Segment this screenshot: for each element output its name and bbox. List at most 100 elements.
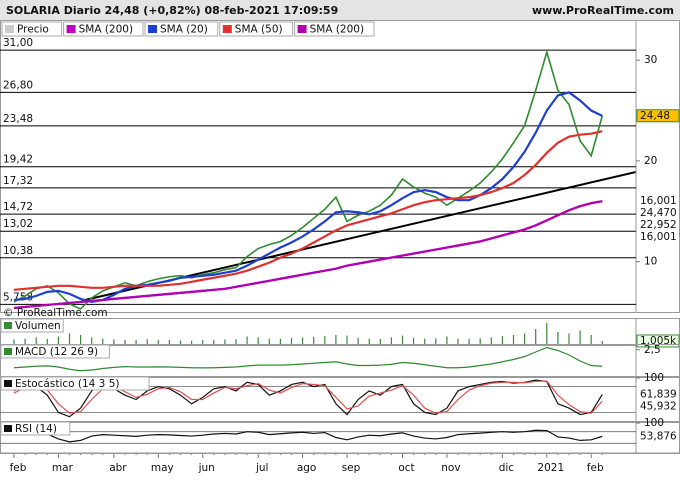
volume-bar bbox=[390, 337, 392, 344]
level-label-bg bbox=[1, 37, 37, 50]
series-line bbox=[13, 346, 603, 372]
last-value-tag bbox=[636, 334, 680, 348]
volume-bar bbox=[468, 338, 470, 344]
volume-bar bbox=[335, 335, 337, 344]
x-tick-label: sep bbox=[342, 462, 361, 474]
volume-bar bbox=[601, 340, 603, 344]
series-line bbox=[13, 200, 603, 310]
last-value-tag bbox=[637, 207, 679, 220]
series-line bbox=[13, 130, 603, 291]
last-value-label: 16,001 bbox=[640, 195, 677, 207]
volume-bar bbox=[179, 340, 182, 344]
volume-bar bbox=[413, 338, 415, 344]
volume-bar bbox=[135, 340, 137, 344]
volume-bar bbox=[224, 339, 226, 344]
level-label: 13,02 bbox=[3, 218, 33, 230]
volume-bar bbox=[490, 337, 492, 344]
level-label-bg bbox=[1, 244, 37, 257]
volume-bar bbox=[457, 338, 459, 344]
x-tick-label: 2021 bbox=[537, 462, 564, 474]
volume-bar bbox=[357, 338, 359, 344]
panel-title: Volumen bbox=[15, 320, 61, 332]
panel-title-swatch bbox=[4, 380, 12, 387]
legend-label: Precio bbox=[17, 24, 49, 36]
header-site: www.ProRealTime.com bbox=[532, 4, 674, 17]
volume-bar bbox=[102, 338, 104, 344]
y-tick-label: 30 bbox=[644, 54, 657, 66]
volume-bar bbox=[568, 333, 570, 344]
level-label-bg bbox=[1, 218, 37, 231]
x-tick-label: feb bbox=[587, 462, 604, 474]
legend-swatch bbox=[222, 25, 232, 33]
volume-bar bbox=[546, 323, 548, 344]
panel-title: MACD (12 26 9) bbox=[15, 346, 98, 358]
volume-bar bbox=[213, 339, 215, 344]
volume-bar bbox=[68, 333, 71, 344]
x-tick-label: oct bbox=[398, 462, 414, 474]
x-tick-label: mar bbox=[52, 462, 74, 474]
volume-bar bbox=[424, 338, 426, 344]
level-label: 19,42 bbox=[3, 154, 33, 166]
y-tick-label: 20 bbox=[644, 155, 657, 167]
last-value-label: 61,839 bbox=[640, 388, 677, 400]
header-bar bbox=[0, 0, 680, 20]
volume-bar bbox=[368, 338, 370, 344]
x-tick-label: ago bbox=[297, 462, 317, 474]
level-label-bg bbox=[1, 79, 37, 92]
watermark: © ProRealTime.com bbox=[3, 307, 108, 319]
volume-bar bbox=[235, 339, 237, 344]
x-tick-label: dic bbox=[499, 462, 515, 474]
level-label-bg bbox=[1, 174, 37, 187]
y-tick-label: 100 bbox=[644, 417, 664, 429]
level-label: 5,758 bbox=[3, 291, 33, 303]
last-value-tag bbox=[636, 109, 680, 123]
legend-swatch bbox=[297, 25, 307, 33]
last-value-label: 24,470 bbox=[640, 207, 677, 219]
volume-bar bbox=[524, 333, 526, 344]
level-label-bg bbox=[1, 153, 37, 166]
level-label: 17,32 bbox=[3, 175, 33, 187]
volume-bar bbox=[202, 340, 204, 344]
volume-bar bbox=[124, 339, 126, 344]
volume-bar bbox=[24, 338, 26, 344]
volume-bar bbox=[46, 338, 48, 344]
level-label: 23,48 bbox=[3, 113, 33, 125]
volume-bar bbox=[91, 337, 93, 344]
legend-bg bbox=[63, 21, 144, 37]
legend-bg bbox=[294, 21, 375, 37]
legend-label: SMA (20) bbox=[160, 24, 208, 36]
volume-bar bbox=[313, 336, 315, 344]
level-label: 14,72 bbox=[3, 201, 33, 213]
volume-bar bbox=[579, 330, 581, 344]
volume-bar bbox=[257, 337, 259, 344]
legend-swatch bbox=[5, 25, 14, 33]
last-value-label: 45,932 bbox=[640, 400, 677, 412]
volume-bar bbox=[146, 339, 148, 344]
legend-label: SMA (200) bbox=[79, 24, 133, 36]
volume-bar bbox=[279, 338, 281, 344]
x-tick-label: nov bbox=[441, 462, 460, 474]
panel-title-bg bbox=[0, 318, 64, 333]
legend-label: SMA (200) bbox=[310, 24, 364, 36]
panel-title-bg bbox=[0, 376, 150, 391]
level-label: 31,00 bbox=[3, 37, 33, 49]
level-label-bg bbox=[1, 201, 37, 214]
volume-bar bbox=[535, 329, 537, 344]
volume-bar bbox=[302, 337, 304, 344]
last-value-tag bbox=[637, 231, 679, 244]
volume-bar bbox=[435, 338, 437, 344]
panel-title: Estocástico (14 3 5) bbox=[15, 378, 119, 390]
volume-bar bbox=[268, 338, 270, 344]
legend-bg bbox=[144, 21, 219, 37]
y-tick-label: 100 bbox=[644, 372, 664, 384]
legend-bg bbox=[219, 21, 294, 37]
volume-bar bbox=[80, 335, 82, 344]
volume-bar bbox=[113, 339, 115, 344]
panel-title: RSI (14) bbox=[15, 423, 57, 435]
panel-title-swatch bbox=[4, 425, 12, 432]
volume-bar bbox=[401, 335, 404, 344]
volume-bar bbox=[57, 336, 59, 344]
last-value-tag bbox=[637, 388, 679, 401]
